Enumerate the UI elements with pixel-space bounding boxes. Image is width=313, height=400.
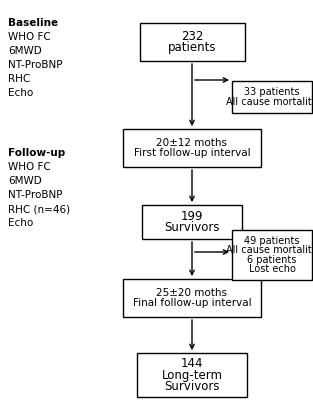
- Text: 6MWD: 6MWD: [8, 176, 42, 186]
- Text: Survivors: Survivors: [164, 380, 220, 393]
- Text: Echo: Echo: [8, 88, 33, 98]
- Text: 25±20 moths: 25±20 moths: [156, 288, 228, 298]
- Bar: [232, 81, 312, 113]
- Bar: [232, 230, 312, 280]
- Text: 20±12 moths: 20±12 moths: [156, 138, 228, 148]
- Text: 199: 199: [181, 210, 203, 223]
- Text: Survivors: Survivors: [164, 221, 220, 234]
- Text: Follow-up: Follow-up: [8, 148, 65, 158]
- Text: NT-ProBNP: NT-ProBNP: [8, 190, 63, 200]
- Text: First follow-up interval: First follow-up interval: [134, 148, 250, 158]
- Text: Final follow-up interval: Final follow-up interval: [133, 298, 251, 308]
- Text: WHO FC: WHO FC: [8, 32, 51, 42]
- Text: 49 patients: 49 patients: [244, 236, 300, 246]
- Text: RHC: RHC: [8, 74, 30, 84]
- Text: Long-term: Long-term: [162, 368, 223, 382]
- Text: 6 patients: 6 patients: [247, 255, 297, 265]
- Text: Lost echo: Lost echo: [249, 264, 295, 274]
- Text: WHO FC: WHO FC: [8, 162, 51, 172]
- Text: 33 patients: 33 patients: [244, 87, 300, 97]
- Text: NT-ProBNP: NT-ProBNP: [8, 60, 63, 70]
- Text: Echo: Echo: [8, 218, 33, 228]
- Bar: [123, 279, 261, 317]
- Text: 144: 144: [181, 357, 203, 370]
- Text: patients: patients: [168, 41, 216, 54]
- Text: 232: 232: [181, 30, 203, 43]
- Bar: [137, 353, 247, 397]
- Bar: [123, 129, 261, 167]
- Text: Baseline: Baseline: [8, 18, 58, 28]
- Text: 6MWD: 6MWD: [8, 46, 42, 56]
- Text: All cause mortality: All cause mortality: [226, 97, 313, 107]
- Text: All cause mortality: All cause mortality: [226, 245, 313, 255]
- Bar: [142, 205, 242, 239]
- Bar: [140, 23, 244, 61]
- Text: RHC (n=46): RHC (n=46): [8, 204, 70, 214]
